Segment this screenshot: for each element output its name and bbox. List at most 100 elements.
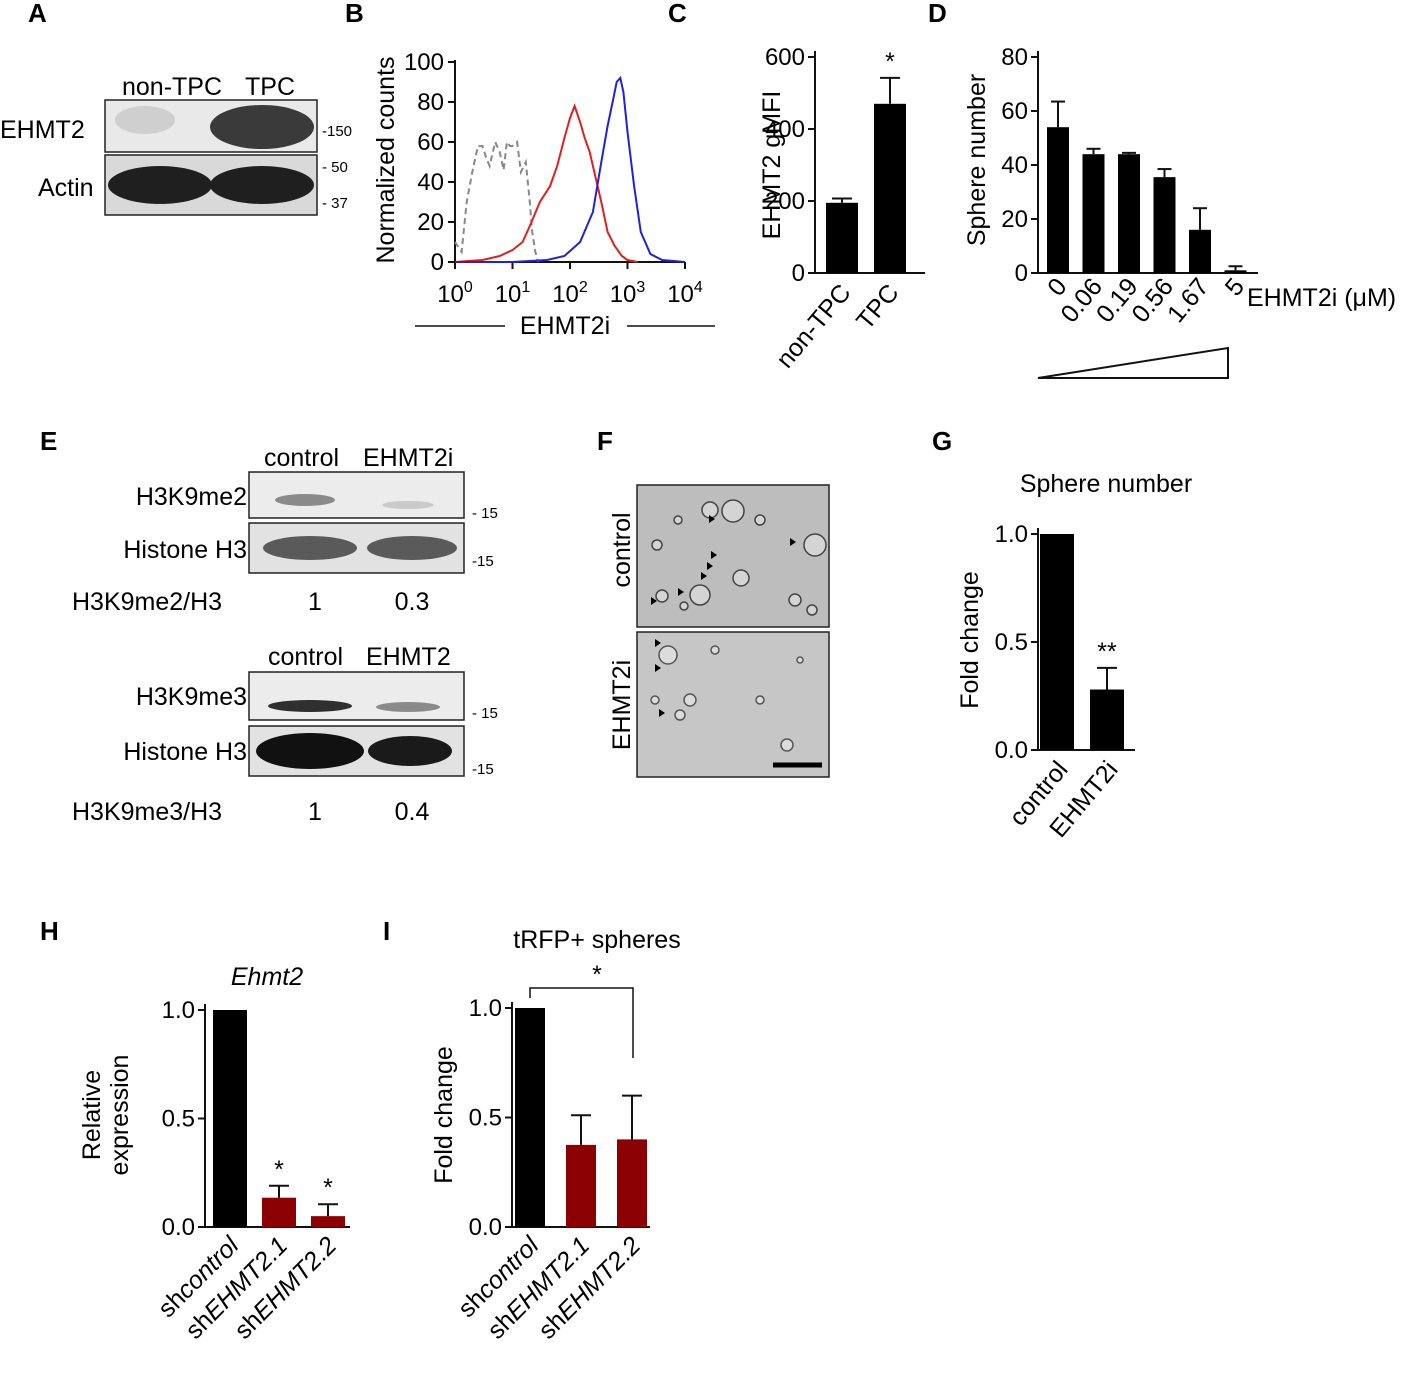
g-significance-star: ** <box>1097 638 1117 666</box>
i-bar <box>617 1139 647 1227</box>
b-x-tick-label: 102 <box>552 279 588 308</box>
b-histogram-control <box>454 138 540 263</box>
band-actin-tpc <box>210 166 314 204</box>
f-row-label-control: control <box>608 512 636 587</box>
f-arrow <box>707 562 713 570</box>
e1-marker-15a: - 15 <box>472 505 498 522</box>
h-bar <box>262 1197 296 1227</box>
b-y-tick-label: 100 <box>404 49 444 76</box>
i-title: tRFP+ spheres <box>513 926 680 954</box>
i-bar <box>566 1144 596 1227</box>
lane-label-non-tpc: non-TPC <box>122 73 222 101</box>
f-sphere <box>651 539 663 551</box>
i-y-tick-label: 0.0 <box>469 1214 502 1241</box>
e2-marker-15a: - 15 <box>472 705 498 722</box>
e1-blot-h3k9me2 <box>248 471 465 519</box>
d-y-tick-label: 40 <box>1001 152 1028 179</box>
e1-ratio-control: 1 <box>308 588 322 616</box>
g-y-tick-label: 0.0 <box>995 737 1028 764</box>
panel-g: G Sphere number Fold change 0.00.51.0con… <box>932 426 1192 843</box>
b-histogram-non-tpc <box>454 103 638 263</box>
d-y-tick-label: 80 <box>1001 44 1028 71</box>
b-y-tick-label: 40 <box>417 169 444 196</box>
f-sphere <box>754 514 766 526</box>
panel-letter-g: G <box>932 426 952 456</box>
e1-lane-ehmt2i: EHMT2i <box>363 444 453 472</box>
c-y-tick-label: 600 <box>765 44 805 71</box>
e2-ratio-control: 1 <box>308 798 322 826</box>
g-title: Sphere number <box>1020 470 1192 498</box>
e1-marker-15b: -15 <box>472 553 494 570</box>
e2-lane-ehmt2: EHMT2 <box>366 643 451 671</box>
f-arrow <box>659 709 665 717</box>
f-sphere <box>655 589 669 603</box>
e1-band-control <box>275 494 335 506</box>
panel-h: H Ehmt2 Relative expression 0.00.51.0shc… <box>40 916 350 1345</box>
i-y-axis-label: Fold change <box>430 1046 458 1184</box>
f-sphere <box>689 584 711 606</box>
b-y-tick-label: 20 <box>417 209 444 236</box>
e2-blot-h3k9me3 <box>248 671 465 721</box>
f-sphere <box>683 693 697 707</box>
c-x-tick-label: non-TPC <box>771 279 857 374</box>
d-x-tick-label: 1.67 <box>1162 273 1215 328</box>
f-spheres-ehmt2i <box>650 639 804 752</box>
marker-50: - 50 <box>322 159 348 176</box>
h-bar <box>311 1216 345 1227</box>
panel-letter-c: C <box>668 0 687 28</box>
b-histograms <box>454 75 686 263</box>
b-histogram-tpc <box>455 75 686 263</box>
h-y-tick-label: 0.0 <box>162 1214 195 1241</box>
g-bar <box>1090 689 1124 750</box>
d-concentration-wedge <box>1037 346 1229 379</box>
d-bar <box>1153 177 1176 273</box>
c-significance-star: * <box>885 48 895 76</box>
panel-letter-i: I <box>383 916 390 946</box>
e1-row-histone-h3: Histone H3 <box>123 536 247 564</box>
f-arrow <box>709 515 715 523</box>
panel-f: F control EHMT2i <box>597 426 830 778</box>
band-actin-nontpc <box>108 166 212 204</box>
f-sphere <box>710 645 720 655</box>
h-title: Ehmt2 <box>231 963 303 991</box>
e2-ratio-label: H3K9me3/H3 <box>72 798 222 826</box>
f-sphere <box>780 738 794 752</box>
f-sphere <box>788 593 802 607</box>
f-spheres-control <box>651 499 827 616</box>
e2-marker-15b: -15 <box>472 761 494 778</box>
b-x-axis-label: EHMT2i <box>520 312 610 340</box>
f-arrow <box>651 597 657 605</box>
c-y-tick-label: 400 <box>765 116 805 143</box>
c-bar <box>826 202 858 273</box>
f-sphere <box>732 569 750 587</box>
c-y-axis-label: EHMT2 gMFI <box>758 91 786 240</box>
f-arrow <box>711 551 717 559</box>
e2-band-control <box>268 700 352 712</box>
panel-letter-f: F <box>597 426 613 456</box>
e1-band-h3-control <box>263 536 357 560</box>
g-bar <box>1040 534 1074 750</box>
f-sphere <box>658 645 678 665</box>
panel-letter-b: B <box>345 0 364 28</box>
marker-150: -150 <box>322 123 352 140</box>
c-x-tick-label: TPC <box>851 279 905 335</box>
marker-37: - 37 <box>322 195 348 212</box>
f-sphere <box>755 695 765 705</box>
c-y-tick-label: 200 <box>765 188 805 215</box>
h-significance-star: * <box>323 1174 333 1202</box>
e1-lane-control: control <box>264 444 339 472</box>
c-bar-chart: 0 200 400 600 non-TPC * TPC <box>765 44 925 373</box>
d-y-tick-label: 20 <box>1001 206 1028 233</box>
row-label-ehmt2: EHMT2 <box>0 116 85 144</box>
h-y-axis-label-2: expression <box>106 1055 134 1176</box>
d-bar <box>1047 127 1069 273</box>
e2-band-h3-control <box>256 733 364 769</box>
f-sphere <box>803 533 827 557</box>
panel-i: I tRFP+ spheres Fold change * 0.00.51.0s… <box>383 916 681 1345</box>
panel-letter-h: H <box>40 916 59 946</box>
b-y-axis-label: Normalized counts <box>372 56 400 263</box>
